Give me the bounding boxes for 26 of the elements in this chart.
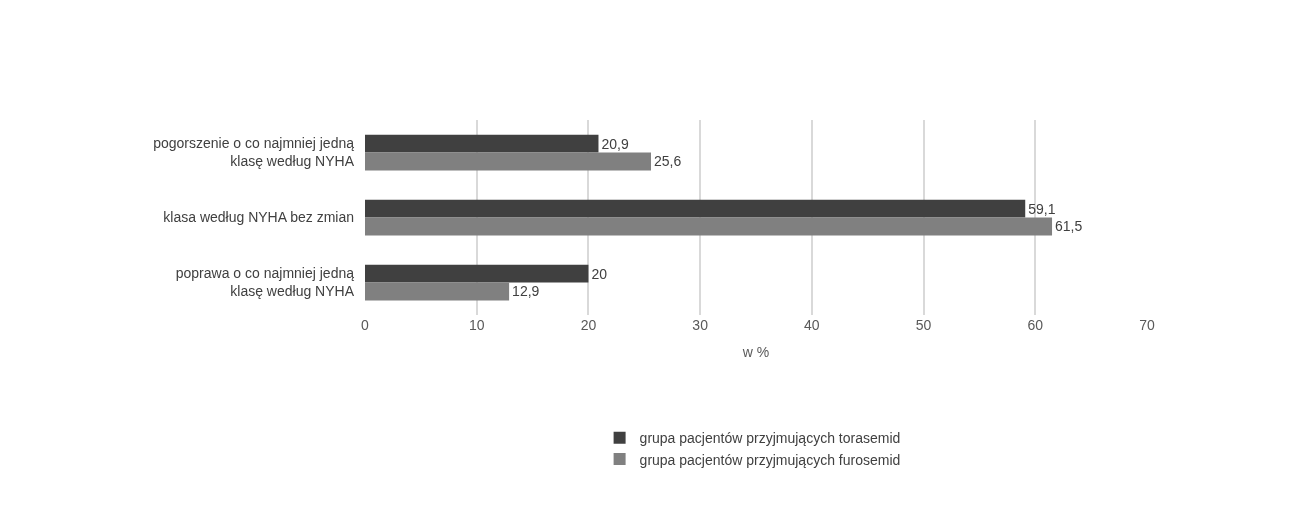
x-tick-label: 20 <box>580 317 597 333</box>
legend-label: grupa pacjentów przyjmujących furosemid <box>639 451 901 468</box>
data-label: 12,9 <box>512 283 540 300</box>
y-tick-label: pogorszenie o co najmniej jedną klasę według NYHA <box>153 135 355 170</box>
x-tick-label: 60 <box>1027 317 1044 333</box>
x-axis-title: w % <box>741 344 770 361</box>
x-tick-label: 0 <box>361 317 370 333</box>
x-tick-label: 70 <box>1139 317 1155 333</box>
data-label: 61,5 <box>1055 218 1083 235</box>
x-tick-label: 40 <box>804 317 820 333</box>
data-label: 25,6 <box>653 153 682 170</box>
y-tick-label: klasa według NYHA bez zmian <box>163 209 354 226</box>
legend-label: grupa pacjentów przyjmujących torasemid <box>639 430 901 447</box>
data-label: 59,1 <box>1028 200 1056 217</box>
data-label: 20 <box>591 265 608 282</box>
x-tick-label: 10 <box>468 317 485 333</box>
bar <box>365 282 510 301</box>
bar <box>365 152 651 171</box>
bar <box>365 134 599 153</box>
bar <box>365 217 1053 236</box>
y-tick-label: poprawa o co najmniej jedną klasę według NYHA <box>175 265 355 300</box>
data-label: 20,9 <box>601 135 629 152</box>
bar <box>365 199 1026 218</box>
x-tick-label: 50 <box>915 317 932 333</box>
bar <box>365 264 589 283</box>
x-tick-label: 30 <box>692 317 709 333</box>
